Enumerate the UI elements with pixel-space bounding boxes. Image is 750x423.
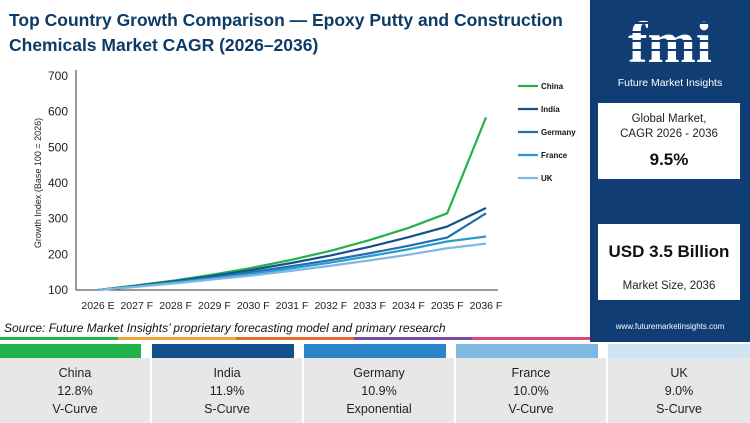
x-tick-label: 2032 F	[314, 300, 347, 312]
country-cagr: 9.0%	[664, 384, 694, 398]
country-name: China	[58, 366, 92, 380]
series-line-china	[97, 116, 488, 292]
legend-label-uk: UK	[541, 174, 553, 183]
source-divider-segment	[354, 337, 472, 340]
cagr-card: Global Market, CAGR 2026 - 2036 9.5%	[598, 103, 740, 179]
cagr-value: 9.5%	[649, 150, 689, 169]
source-note: Source: Future Market Insights’ propriet…	[4, 321, 446, 335]
country-curve: V-Curve	[508, 402, 554, 416]
line-chart: 100 200 300 400 500 600 700 2026 E 2027 F 2028 F 2…	[33, 69, 576, 312]
country-card-body: France 10.0% V-Curve	[456, 358, 606, 423]
source-divider-segment	[0, 337, 118, 340]
cagr-label-line1: Global Market,	[631, 113, 707, 125]
logo-subtitle: Future Market Insights	[617, 77, 723, 89]
market-size-label: Market Size, 2036	[622, 280, 716, 292]
country-curve: V-Curve	[52, 402, 98, 416]
country-card-germany: Germany 10.9% Exponential	[304, 342, 454, 423]
logo-text: fmi	[628, 10, 712, 75]
source-divider-segment	[236, 337, 354, 340]
country-cagr: 10.0%	[513, 384, 549, 398]
legend-label-france: France	[541, 151, 568, 160]
logo-stripe	[614, 49, 726, 51]
y-tick-label: 200	[48, 247, 68, 261]
logo-stripe	[614, 22, 726, 24]
country-summary: China 12.8% V-Curve India 11.9% S-Curve German…	[0, 342, 750, 423]
country-curve: Exponential	[346, 402, 412, 416]
country-card-india: India 11.9% S-Curve	[152, 342, 302, 423]
title-line-2: Chemicals Market CAGR (2026–2036)	[9, 35, 319, 55]
country-name: France	[511, 366, 551, 380]
country-name: India	[213, 366, 241, 380]
country-card-uk: UK 9.0% S-Curve	[608, 342, 750, 423]
y-tick-label: 700	[48, 69, 68, 83]
legend-label-china: China	[541, 82, 564, 91]
market-size-value: USD 3.5 Billion	[608, 242, 730, 261]
x-tick-label: 2026 E	[81, 300, 114, 312]
cagr-label-line2: CAGR 2026 - 2036	[620, 128, 718, 140]
x-tick-label: 2036 F	[470, 300, 503, 312]
source-divider-segment	[118, 337, 236, 340]
country-cagr: 10.9%	[361, 384, 397, 398]
x-tick-label: 2027 F	[120, 300, 153, 312]
country-card-body: Germany 10.9% Exponential	[304, 358, 454, 423]
market-size-card: USD 3.5 Billion Market Size, 2036	[598, 224, 740, 300]
legend-label-india: India	[541, 105, 560, 114]
y-tick-label: 500	[48, 140, 68, 154]
country-card-body: China 12.8% V-Curve	[0, 358, 150, 423]
country-cagr: 11.9%	[209, 384, 245, 398]
y-tick-label: 600	[48, 105, 68, 119]
x-tick-label: 2034 F	[392, 300, 425, 312]
country-card-body: India 11.9% S-Curve	[152, 358, 302, 423]
y-tick-label: 100	[48, 283, 68, 297]
y-tick-label: 400	[48, 176, 68, 190]
source-divider	[0, 337, 590, 340]
logo-stripe	[614, 40, 726, 42]
x-tick-label: 2035 F	[431, 300, 464, 312]
x-tick-label: 2031 F	[276, 300, 309, 312]
country-color-bar	[152, 344, 294, 358]
country-color-bar	[304, 344, 446, 358]
source-divider-segment	[472, 337, 590, 340]
country-card-body: UK 9.0% S-Curve	[608, 358, 750, 423]
country-cagr: 12.8%	[57, 384, 93, 398]
country-card-france: France 10.0% V-Curve	[456, 342, 606, 423]
country-curve: S-Curve	[204, 402, 250, 416]
x-tick-label: 2028 F	[159, 300, 192, 312]
y-tick-label: 300	[48, 212, 68, 226]
country-curve: S-Curve	[656, 402, 702, 416]
x-tick-label: 2033 F	[353, 300, 386, 312]
title-line-1: Top Country Growth Comparison — Epoxy Pu…	[9, 10, 563, 30]
country-color-bar	[456, 344, 598, 358]
country-color-bar	[608, 344, 750, 358]
x-tick-label: 2030 F	[237, 300, 270, 312]
y-axis-label: Growth Index (Base 100 = 2026)	[33, 118, 43, 248]
website-url: www.futuremarketinsights.com	[615, 322, 725, 331]
x-tick-label: 2029 F	[198, 300, 231, 312]
legend-label-germany: Germany	[541, 128, 576, 137]
country-name: UK	[670, 366, 688, 380]
page-title: Top Country Growth Comparison — Epoxy Pu…	[9, 8, 589, 58]
country-card-china: China 12.8% V-Curve	[0, 342, 150, 423]
fmi-logo: fmi	[614, 10, 726, 75]
country-color-bar	[0, 344, 141, 358]
country-name: Germany	[353, 366, 405, 380]
logo-stripe	[614, 31, 726, 33]
brand-panel: fmi Future Market Insights Global Market…	[590, 0, 750, 342]
